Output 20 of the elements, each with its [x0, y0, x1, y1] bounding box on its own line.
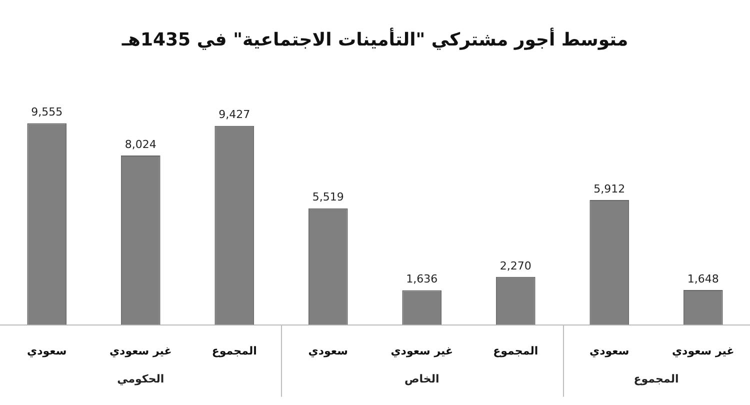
x-tick-label: غير سعودي	[390, 344, 454, 358]
x-tick-label: سعودي	[590, 344, 630, 358]
data-label: 9,555	[31, 106, 63, 119]
x-tick-label: غير سعودي	[672, 344, 734, 358]
x-tick-label: سعودي	[27, 344, 67, 358]
data-label: 5,519	[312, 190, 344, 204]
data-label: 8,024	[124, 138, 156, 151]
text: الخاص	[404, 372, 440, 386]
text: الحكومي	[117, 372, 164, 386]
data-label: 1,636	[406, 272, 438, 286]
chart-title: متوسط أجور مشتركي "التأمينات الاجتماعية" في 1435هـ	[120, 27, 628, 50]
data-label: 9,427	[218, 108, 250, 122]
data-label: 5,912	[594, 182, 626, 196]
x-tick-label: المجموع	[212, 344, 257, 358]
x-tick-label: المجموع	[493, 344, 538, 358]
data-label: 2,270	[500, 259, 532, 272]
x-tick-label: سعودي	[308, 344, 348, 358]
x-tick-label: غير سعودي	[109, 344, 172, 358]
data-label: 1,648	[687, 272, 719, 286]
text: المجموع	[634, 372, 679, 386]
